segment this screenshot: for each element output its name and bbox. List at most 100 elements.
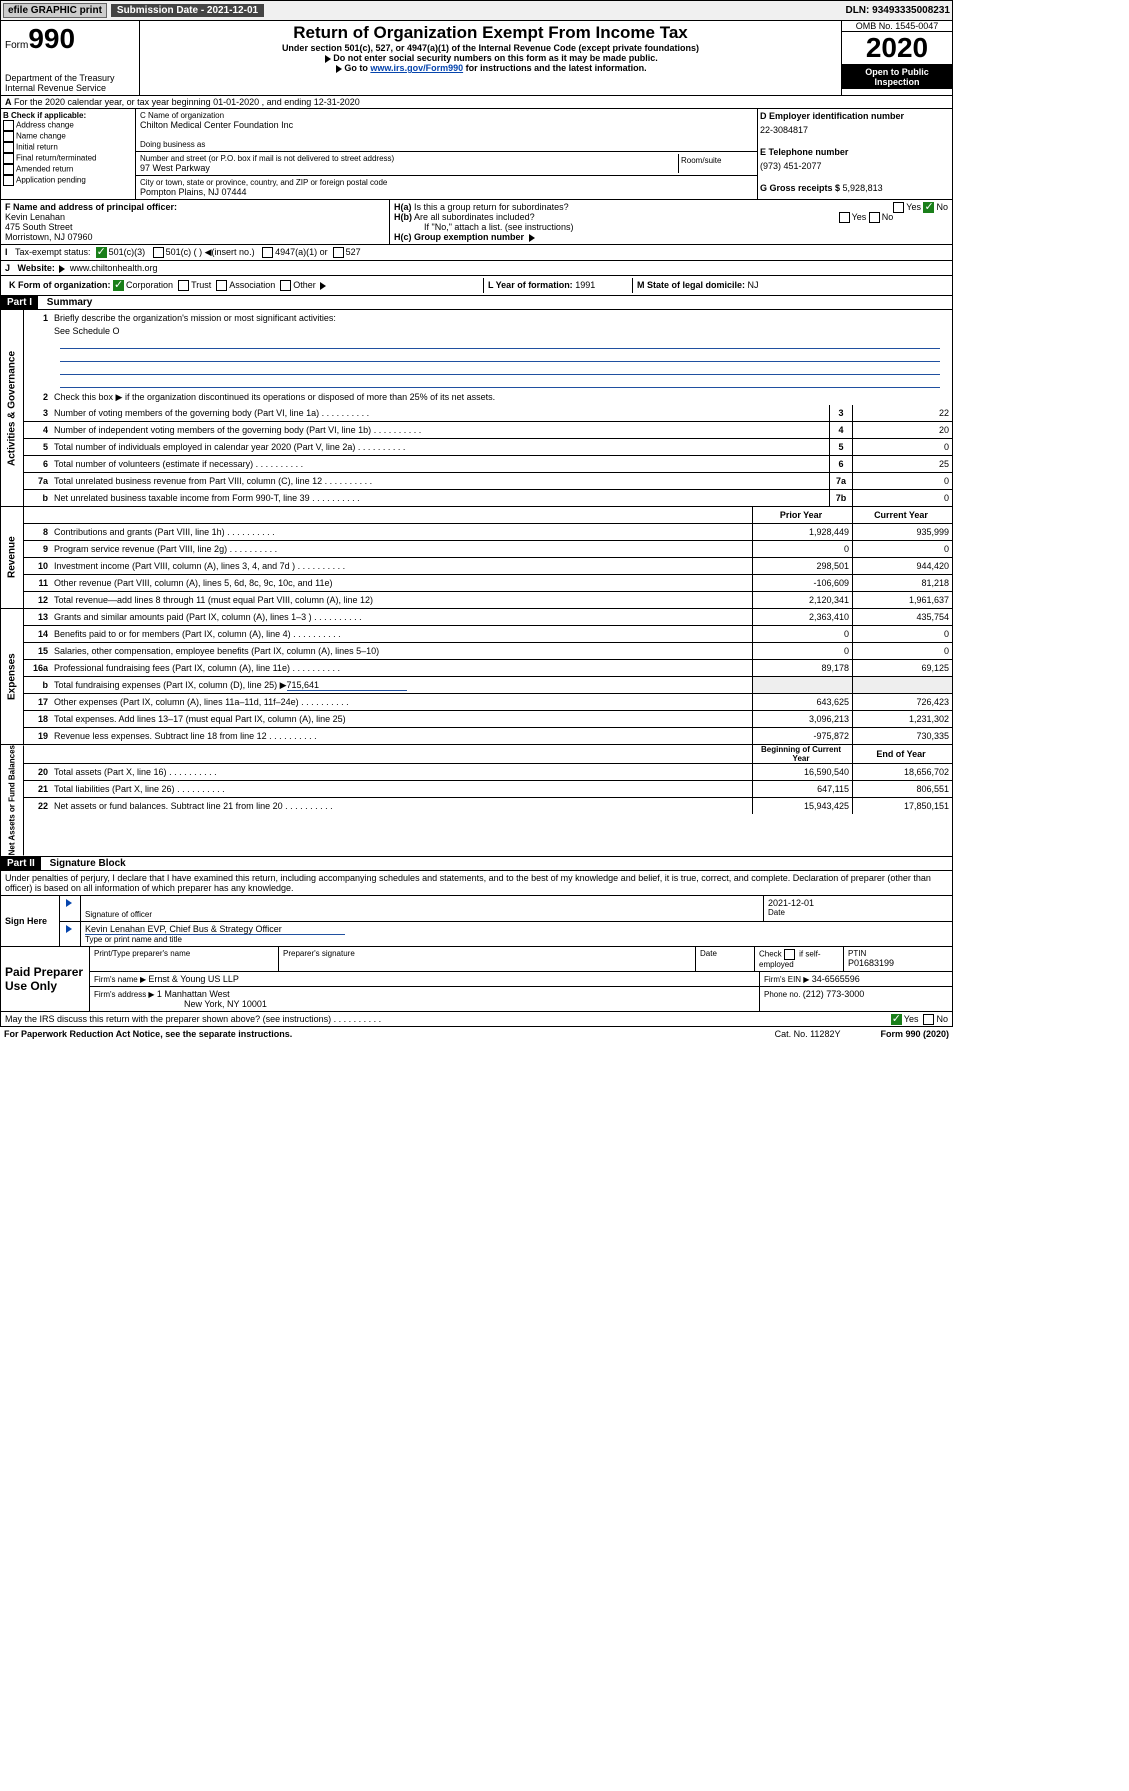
firm-address-2: New York, NY 10001 <box>94 999 267 1009</box>
label-application-pending: Application pending <box>16 176 86 185</box>
line1-value: See Schedule O <box>54 326 946 336</box>
form-prefix: Form <box>5 40 28 51</box>
line7a-value: 0 <box>852 473 952 489</box>
checkbox-initial-return[interactable] <box>3 142 14 153</box>
line8-prior: 1,928,449 <box>752 524 852 540</box>
checkbox-corporation-checked[interactable] <box>113 280 124 291</box>
line6-value: 25 <box>852 456 952 472</box>
form-subtitle-2: Do not enter social security numbers on … <box>333 53 658 63</box>
checkbox-discuss-no[interactable] <box>923 1014 934 1025</box>
line9-desc: Program service revenue (Part VIII, line… <box>52 543 752 555</box>
org-name-label: C Name of organization <box>140 111 753 120</box>
caret-icon <box>529 234 535 242</box>
line21-end: 806,551 <box>852 781 952 797</box>
underline <box>60 337 940 349</box>
street-label: Number and street (or P.O. box if mail i… <box>140 154 678 163</box>
checkbox-other[interactable] <box>280 280 291 291</box>
year-formation-value: 1991 <box>575 280 595 290</box>
gross-receipts-value: 5,928,813 <box>843 183 883 193</box>
checkbox-trust[interactable] <box>178 280 189 291</box>
irs-label: Internal Revenue Service <box>5 83 135 93</box>
label-501c3: 501(c)(3) <box>109 247 146 257</box>
checkbox-amended[interactable] <box>3 164 14 175</box>
signature-officer-label: Signature of officer <box>85 910 759 919</box>
state-domicile-value: NJ <box>748 280 759 290</box>
paid-preparer-block: Paid Preparer Use Only Print/Type prepar… <box>0 947 953 1012</box>
col-b-header: B Check if applicable: <box>3 111 86 120</box>
street-address: 97 West Parkway <box>140 163 678 173</box>
line1-desc: Briefly describe the organization's miss… <box>52 312 952 324</box>
part2-title: Signature Block <box>44 856 132 871</box>
label-corporation: Corporation <box>126 280 173 290</box>
row-a-tax-year: A For the 2020 calendar year, or tax yea… <box>0 96 953 109</box>
checkbox-address-change[interactable] <box>3 120 14 131</box>
label-no: No <box>882 212 894 222</box>
line8-current: 935,999 <box>852 524 952 540</box>
ein-label: D Employer identification number <box>760 111 904 121</box>
checkbox-4947[interactable] <box>262 247 273 258</box>
date-label: Date <box>768 908 948 917</box>
line22-end: 17,850,151 <box>852 798 952 814</box>
website-label: Website: <box>18 263 55 273</box>
checkbox-self-employed[interactable] <box>784 949 795 960</box>
ptin-value: P01683199 <box>848 958 948 968</box>
dln: DLN: 93493335008231 <box>845 5 950 16</box>
checkbox-ha-yes[interactable] <box>893 202 904 213</box>
checkbox-501c3-checked[interactable] <box>96 247 107 258</box>
checkbox-application-pending[interactable] <box>3 175 14 186</box>
form-number: 990 <box>28 23 75 54</box>
net-assets-section: Net Assets or Fund Balances Beginning of… <box>0 745 953 856</box>
label-association: Association <box>229 280 275 290</box>
efile-button[interactable]: efile GRAPHIC print <box>3 3 107 18</box>
checkbox-association[interactable] <box>216 280 227 291</box>
line19-prior: -975,872 <box>752 728 852 744</box>
omb-number: OMB No. 1545-0047 <box>842 21 952 31</box>
line16a-current: 69,125 <box>852 660 952 676</box>
sign-here-label: Sign Here <box>1 896 60 946</box>
col-b-checkboxes: B Check if applicable: Address change Na… <box>1 109 136 199</box>
line15-current: 0 <box>852 643 952 659</box>
goto-post: for instructions and the latest informat… <box>463 63 647 73</box>
side-net-assets: Net Assets or Fund Balances <box>1 745 24 855</box>
city-label: City or town, state or province, country… <box>140 178 753 187</box>
checkbox-hb-yes[interactable] <box>839 212 850 223</box>
line14-current: 0 <box>852 626 952 642</box>
checkbox-name-change[interactable] <box>3 131 14 142</box>
line18-prior: 3,096,213 <box>752 711 852 727</box>
line12-prior: 2,120,341 <box>752 592 852 608</box>
end-year-header: End of Year <box>852 745 952 763</box>
label-527: 527 <box>346 247 361 257</box>
line18-current: 1,231,302 <box>852 711 952 727</box>
firm-name-value: Ernst & Young US LLP <box>148 974 239 984</box>
line7b-value: 0 <box>852 490 952 506</box>
tax-exempt-label: Tax-exempt status: <box>15 247 91 257</box>
checkbox-discuss-yes-checked[interactable] <box>891 1014 902 1025</box>
checkbox-final-return[interactable] <box>3 153 14 164</box>
row-a-text: For the 2020 calendar year, or tax year … <box>14 97 360 107</box>
line13-current: 435,754 <box>852 609 952 625</box>
checkbox-501c[interactable] <box>153 247 164 258</box>
prior-year-header: Prior Year <box>752 507 852 523</box>
checkbox-ha-no-checked[interactable] <box>923 202 934 213</box>
room-suite-label: Room/suite <box>678 154 753 173</box>
line18-desc: Total expenses. Add lines 13–17 (must eq… <box>52 713 752 725</box>
hb-note: If "No," attach a list. (see instruction… <box>394 222 948 232</box>
part2-badge: Part II <box>1 857 41 870</box>
line16a-desc: Professional fundraising fees (Part IX, … <box>52 662 752 674</box>
firm-phone-label: Phone no. <box>764 990 803 999</box>
checkbox-hb-no[interactable] <box>869 212 880 223</box>
label-yes: Yes <box>904 1014 919 1024</box>
part1-badge: Part I <box>1 296 38 309</box>
check-label: Check <box>759 949 782 958</box>
label-yes: Yes <box>852 212 867 222</box>
prep-date-label: Date <box>696 947 755 971</box>
checkbox-527[interactable] <box>333 247 344 258</box>
line20-end: 18,656,702 <box>852 764 952 780</box>
line11-prior: -106,609 <box>752 575 852 591</box>
label-4947: 4947(a)(1) or <box>275 247 328 257</box>
section-bc: B Check if applicable: Address change Na… <box>0 109 953 200</box>
label-amended: Amended return <box>16 165 73 174</box>
line9-prior: 0 <box>752 541 852 557</box>
line16a-prior: 89,178 <box>752 660 852 676</box>
irs-link[interactable]: www.irs.gov/Form990 <box>370 63 463 73</box>
